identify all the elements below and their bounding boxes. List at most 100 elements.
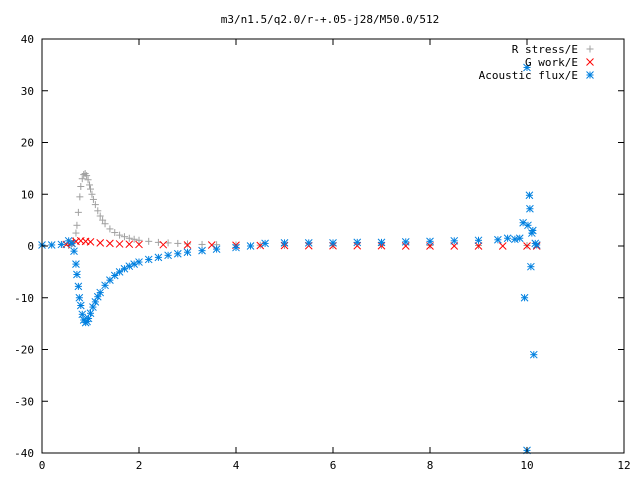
- data-point: [96, 239, 105, 247]
- data-point: [494, 235, 502, 244]
- data-point: [329, 239, 337, 247]
- data-point: [115, 240, 124, 248]
- data-point: [198, 246, 206, 255]
- chart-title: m3/n1.5/q2.0/r-+.05-j28/M50.0/512: [221, 13, 440, 26]
- data-point: [527, 262, 535, 271]
- data-point: [304, 239, 313, 247]
- data-point: [401, 238, 410, 246]
- data-point: [377, 238, 386, 247]
- legend-label: R stress/E: [512, 43, 578, 56]
- data-point: [135, 258, 143, 266]
- data-point: [135, 240, 143, 249]
- x-tick-label: 0: [39, 459, 46, 472]
- data-point: [86, 238, 95, 246]
- data-point: [80, 171, 88, 179]
- data-point: [68, 239, 76, 248]
- data-point: [154, 253, 163, 262]
- data-point: [76, 301, 85, 310]
- data-point: [474, 236, 483, 245]
- data-point: [99, 216, 107, 224]
- data-point: [232, 243, 240, 252]
- legend-marker: [586, 71, 594, 79]
- data-point: [532, 241, 541, 249]
- x-tick-label: 10: [520, 459, 533, 472]
- data-point: [101, 220, 109, 228]
- data-point: [120, 233, 128, 241]
- data-point: [96, 212, 104, 220]
- data-point: [78, 175, 86, 183]
- y-tick-label: -10: [14, 292, 34, 305]
- data-point: [96, 288, 105, 297]
- data-point: [130, 235, 138, 243]
- y-tick-label: 40: [21, 33, 34, 46]
- y-tick-label: 0: [27, 240, 34, 253]
- data-point: [159, 240, 168, 249]
- data-point: [353, 238, 362, 247]
- data-point: [74, 282, 83, 291]
- data-point: [84, 314, 93, 323]
- data-point: [525, 191, 534, 200]
- data-point: [246, 242, 255, 250]
- data-point: [515, 234, 524, 243]
- data-point: [89, 195, 97, 203]
- data-point: [73, 270, 81, 279]
- data-point: [144, 255, 153, 264]
- data-point: [498, 242, 507, 250]
- legend-marker: [586, 45, 594, 53]
- y-tick-label: -20: [14, 344, 34, 357]
- data-point: [87, 185, 94, 193]
- data-point: [529, 350, 538, 359]
- y-tick-label: 10: [21, 188, 34, 201]
- data-point: [76, 193, 84, 201]
- data-point: [511, 235, 519, 244]
- series-0: [65, 170, 531, 249]
- data-point: [110, 271, 119, 280]
- data-point: [261, 239, 269, 248]
- data-point: [174, 239, 182, 247]
- data-point: [116, 231, 124, 239]
- legend-label: Acoustic flux/E: [479, 69, 578, 82]
- data-point: [94, 207, 102, 215]
- data-point: [526, 204, 534, 213]
- y-tick-label: 20: [21, 137, 34, 150]
- data-point: [183, 241, 192, 249]
- data-point: [106, 225, 114, 233]
- axes: 0 2 4 6 8 10 12 -40 -30 -20 -10 0 10 20 30 40: [14, 33, 631, 472]
- data-point: [86, 181, 94, 189]
- data-point: [503, 234, 512, 243]
- data-point: [125, 240, 134, 249]
- data-point: [78, 310, 87, 319]
- data-point: [145, 237, 153, 245]
- data-point: [450, 236, 459, 245]
- data-point: [88, 190, 96, 198]
- data-point: [47, 241, 56, 249]
- data-point: [84, 176, 92, 184]
- y-tick-label: -40: [14, 447, 34, 460]
- series-2: [38, 63, 541, 455]
- data-point: [106, 239, 114, 248]
- data-point: [111, 229, 119, 237]
- data-point: [73, 221, 81, 229]
- y-tick-label: -30: [14, 395, 34, 408]
- data-point: [91, 201, 99, 209]
- data-point: [280, 239, 289, 247]
- data-point: [125, 234, 133, 242]
- x-tick-label: 4: [233, 459, 240, 472]
- data-point: [72, 260, 80, 268]
- data-point: [74, 208, 82, 216]
- plot-marks: [38, 63, 541, 455]
- data-point: [173, 249, 182, 258]
- data-point: [83, 172, 91, 180]
- data-point: [207, 241, 216, 249]
- data-point: [212, 245, 221, 253]
- x-tick-label: 8: [427, 459, 434, 472]
- data-point: [198, 240, 206, 248]
- legend-marker: [586, 58, 594, 66]
- data-point: [86, 309, 95, 318]
- data-point: [184, 240, 191, 248]
- x-tick-label: 6: [330, 459, 337, 472]
- data-point: [164, 251, 172, 260]
- data-point: [77, 182, 85, 190]
- data-point: [72, 229, 80, 237]
